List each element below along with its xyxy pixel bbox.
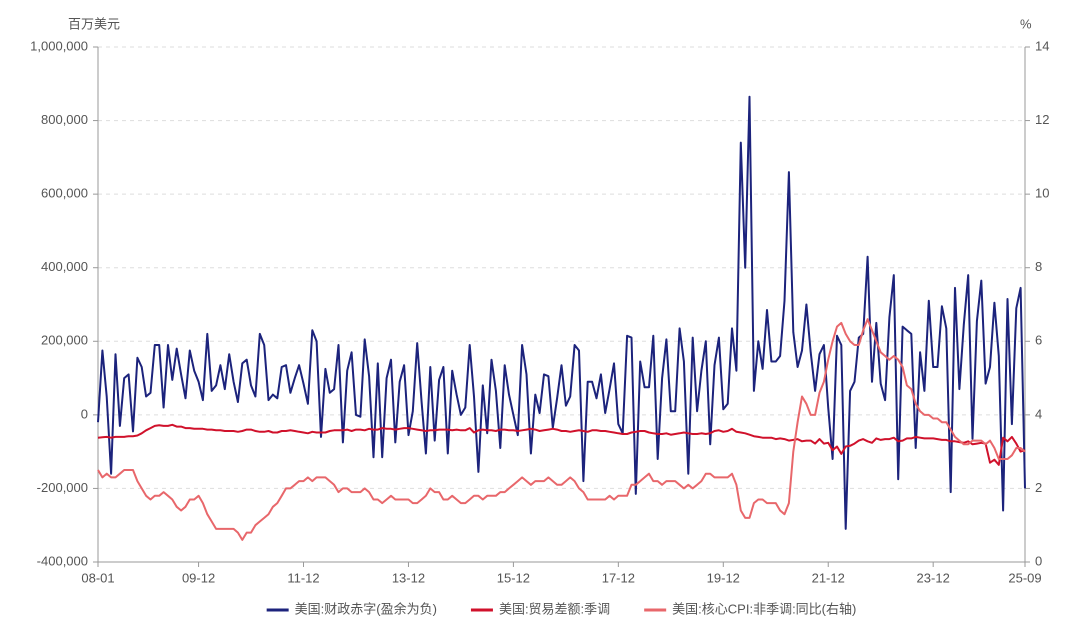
legend-label: 美国:贸易差额:季调 (499, 601, 610, 616)
x-tick-label: 19-12 (707, 570, 740, 585)
x-tick-label: 11-12 (287, 570, 319, 585)
y-tick-label: 400,000 (41, 259, 88, 274)
y-tick-label: 1,000,000 (30, 38, 88, 53)
y2-tick-label: 2 (1035, 480, 1042, 495)
x-tick-label: 08-01 (81, 570, 114, 585)
y2-tick-label: 6 (1035, 333, 1042, 348)
y2-tick-label: 4 (1035, 406, 1042, 421)
y2-tick-label: 8 (1035, 259, 1042, 274)
x-tick-label: 21-12 (812, 570, 845, 585)
y2-tick-label: 14 (1035, 38, 1049, 53)
series-line (97, 423, 1026, 466)
series-line (97, 318, 1026, 541)
y-tick-label: -200,000 (37, 480, 88, 495)
y2-tick-label: 12 (1035, 112, 1049, 127)
y2-axis-label: % (1020, 16, 1032, 31)
y-tick-label: 200,000 (41, 333, 88, 348)
y2-tick-label: 0 (1035, 553, 1042, 568)
x-tick-label: 23-12 (917, 570, 950, 585)
legend-label: 美国:财政赤字(盈余为负) (295, 601, 437, 616)
y-tick-label: 800,000 (41, 112, 88, 127)
x-tick-label: 09-12 (182, 570, 215, 585)
x-tick-label: 13-12 (392, 570, 425, 585)
x-tick-label: 25-09 (1008, 570, 1041, 585)
y-tick-label: 600,000 (41, 186, 88, 201)
x-tick-label: 15-12 (497, 570, 530, 585)
y2-tick-label: 10 (1035, 186, 1049, 201)
y-tick-label: 0 (81, 406, 88, 421)
series-line (97, 95, 1026, 530)
legend-label: 美国:核心CPI:非季调:同比(右轴) (672, 601, 856, 616)
y-axis-label: 百万美元 (68, 16, 120, 31)
y-tick-label: -400,000 (37, 553, 88, 568)
x-tick-label: 17-12 (602, 570, 635, 585)
